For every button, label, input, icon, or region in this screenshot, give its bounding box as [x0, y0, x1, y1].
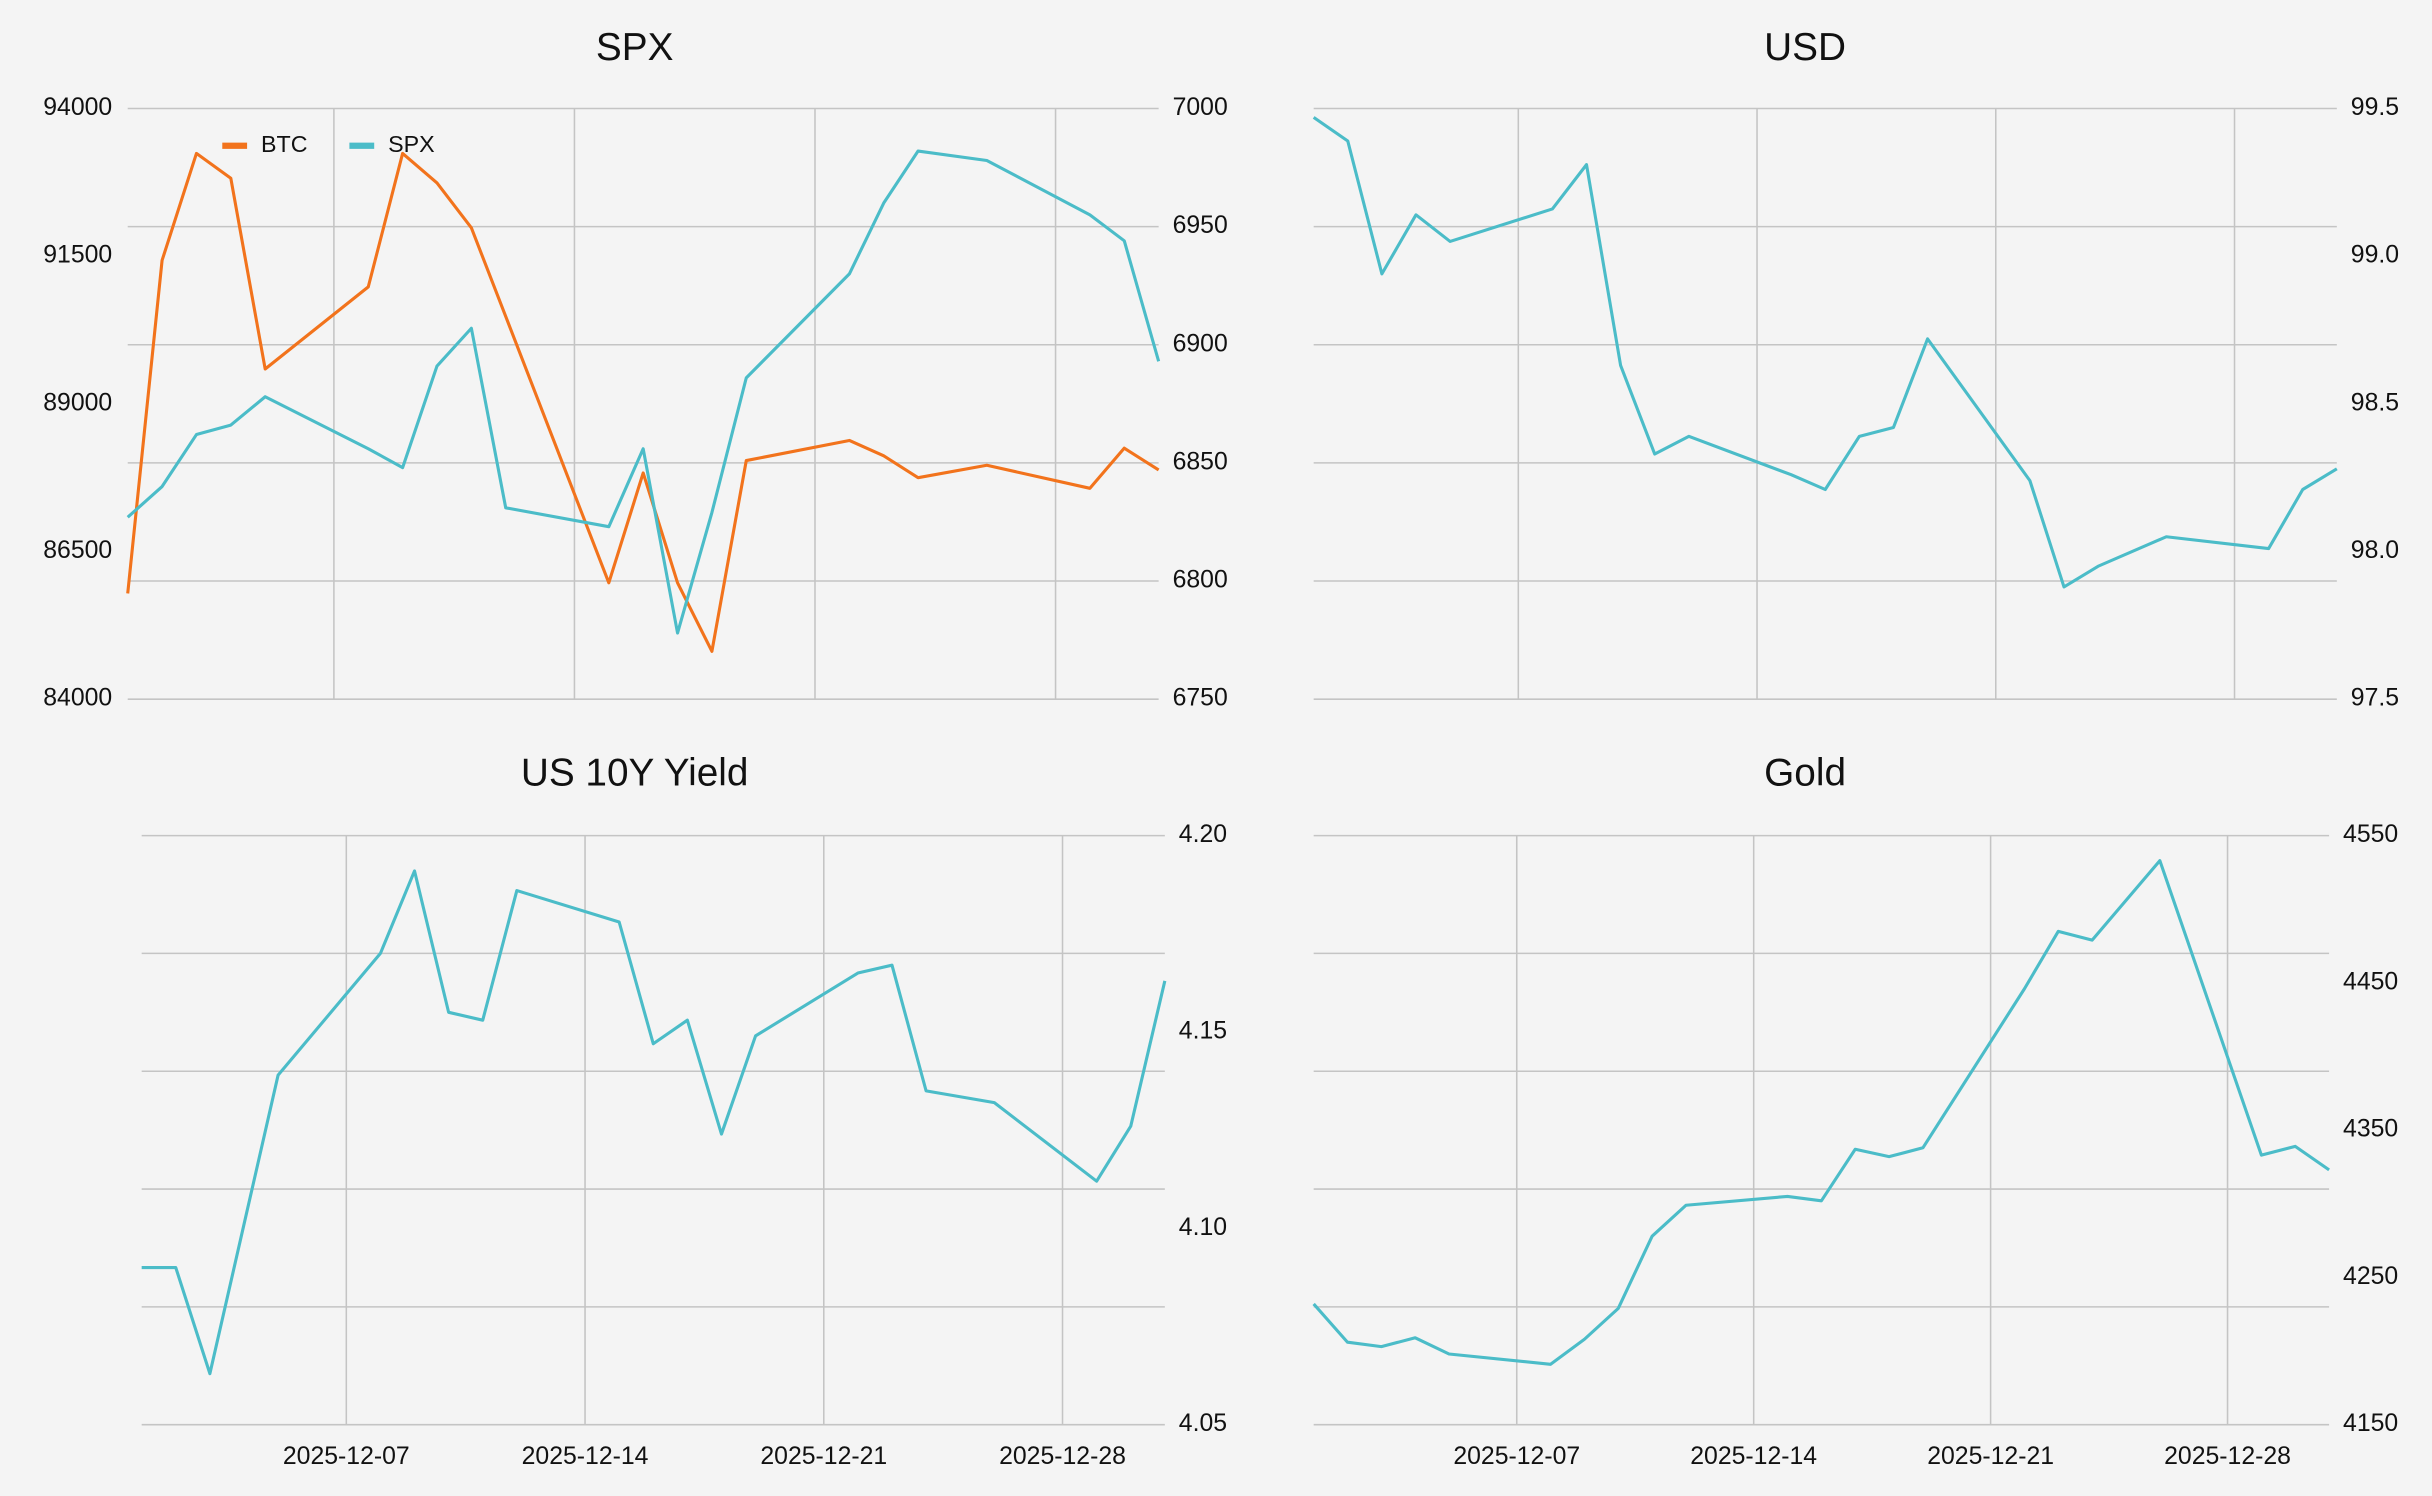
x-tick-label: 2025-12-07 — [1453, 1443, 1580, 1470]
x-tick-label: 2025-12-07 — [283, 1443, 410, 1470]
series-line — [1312, 859, 2330, 1366]
y2-tick-label: 99.5 — [2351, 94, 2399, 121]
y2-tick-label: 4.05 — [1179, 1410, 1227, 1437]
y2-tick-label: 4550 — [2343, 821, 2398, 848]
y2-tick-label: 4250 — [2343, 1263, 2398, 1290]
y2-tick-label: 6950 — [1173, 212, 1228, 239]
x-tick-label: 2025-12-21 — [760, 1443, 887, 1470]
y2-tick-label: 99.0 — [2351, 242, 2399, 269]
y2-tick-label: 98.0 — [2351, 537, 2399, 564]
y2-tick-label: 4.10 — [1179, 1214, 1227, 1241]
series-line — [126, 149, 1161, 635]
y2-tick-label: 6900 — [1173, 330, 1228, 357]
y2-tick-label: 6850 — [1173, 448, 1228, 475]
chart-title: SPX — [596, 26, 674, 69]
y-tick-label: 84000 — [43, 685, 112, 712]
y2-tick-label: 4450 — [2343, 968, 2398, 995]
y-tick-label: 89000 — [43, 389, 112, 416]
series-line — [1312, 116, 2338, 589]
x-tick-label: 2025-12-28 — [999, 1443, 1126, 1470]
y2-tick-label: 4350 — [2343, 1116, 2398, 1143]
y2-tick-label: 98.5 — [2351, 389, 2399, 416]
y2-tick-label: 4.15 — [1179, 1018, 1227, 1045]
y2-tick-label: 6750 — [1173, 685, 1228, 712]
y2-tick-label: 97.5 — [2351, 685, 2399, 712]
legend-label: SPX — [388, 131, 435, 157]
chart-title: Gold — [1764, 751, 1846, 794]
x-tick-label: 2025-12-21 — [1927, 1443, 2054, 1470]
x-tick-label: 2025-12-28 — [2164, 1443, 2291, 1470]
y2-tick-label: 4150 — [2343, 1410, 2398, 1437]
series-line — [126, 151, 1160, 653]
series-line — [141, 869, 1167, 1376]
y2-tick-label: 6800 — [1173, 567, 1228, 594]
y2-tick-label: 7000 — [1173, 94, 1228, 121]
legend-label: BTC — [261, 131, 308, 157]
chart-title: US 10Y Yield — [521, 751, 749, 794]
y-tick-label: 91500 — [43, 242, 112, 269]
y2-tick-label: 4.20 — [1179, 821, 1227, 848]
x-tick-label: 2025-12-14 — [1690, 1443, 1817, 1470]
y-tick-label: 86500 — [43, 537, 112, 564]
x-tick-label: 2025-12-14 — [522, 1443, 649, 1470]
chart-title: USD — [1764, 26, 1846, 69]
y-tick-label: 94000 — [43, 94, 112, 121]
